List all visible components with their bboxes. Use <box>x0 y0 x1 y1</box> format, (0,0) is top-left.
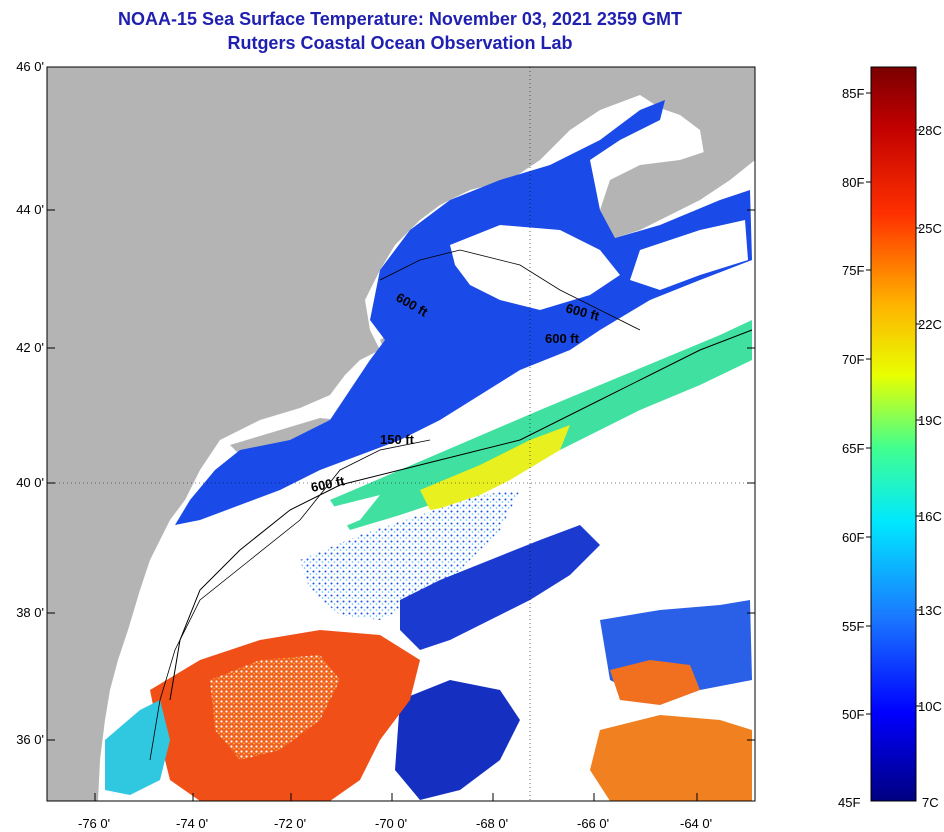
nova-scotia <box>600 135 755 238</box>
cold-water-gulf-of-maine <box>175 100 752 525</box>
lon-tick-66: -66 0' <box>577 816 610 831</box>
cb-f-70: 70F <box>842 352 865 367</box>
cb-c-13: 13C <box>918 603 942 618</box>
lon-tick-74: -74 0' <box>176 816 209 831</box>
warm-patch-east <box>610 660 700 705</box>
contour-gulf <box>379 249 641 331</box>
gulf-stream-speckle <box>210 655 340 760</box>
cloud-patch-gulf <box>450 225 620 310</box>
contour-label-4: 150 ft <box>380 432 415 447</box>
lat-tick-36: 36 0' <box>16 732 44 747</box>
map-frame <box>46 66 756 802</box>
map-title: NOAA-15 Sea Surface Temperature: Novembe… <box>118 9 682 29</box>
lat-tick-42: 42 0' <box>16 340 44 355</box>
lat-tick-38: 38 0' <box>16 605 44 620</box>
warm-front-yellow <box>420 425 570 510</box>
cb-f-65: 65F <box>842 441 865 456</box>
cb-c-16: 16C <box>918 509 942 524</box>
warm-patch-se <box>590 715 752 801</box>
colorbar <box>870 66 917 802</box>
speckled-offshore <box>300 490 520 620</box>
contour-label-3: 600 ft <box>545 331 580 346</box>
contour-150ft <box>149 439 431 761</box>
lon-tick-64: -64 0' <box>680 816 713 831</box>
map-area: 600 ft 600 ft 600 ft 150 ft 600 ft <box>47 67 755 801</box>
cb-f-80: 80F <box>842 175 865 190</box>
map-subtitle: Rutgers Coastal Ocean Observation Lab <box>227 33 573 53</box>
cb-c-28: 28C <box>918 123 942 138</box>
coastal-water <box>105 700 170 795</box>
cloud-band <box>140 495 380 640</box>
cb-f-60: 60F <box>842 530 865 545</box>
shelf-front-band <box>330 320 752 530</box>
cb-c-25: 25C <box>918 221 942 236</box>
cloud-patch-east <box>630 220 748 290</box>
cb-f-75: 75F <box>842 263 865 278</box>
lat-tick-44: 44 0' <box>16 202 44 217</box>
cb-c-10: 10C <box>918 699 942 714</box>
cb-c-7: 7C <box>922 795 939 810</box>
lon-tick-70: -70 0' <box>375 816 408 831</box>
contour-label-5: 600 ft <box>310 473 347 495</box>
cb-c-19: 19C <box>918 413 942 428</box>
cb-f-45: 45F <box>838 795 861 810</box>
long-island <box>230 418 340 455</box>
lon-tick-76: -76 0' <box>78 816 111 831</box>
cb-f-50: 50F <box>842 707 865 722</box>
colorbar-ticks <box>866 92 921 715</box>
cb-c-22: 22C <box>918 317 942 332</box>
cb-f-85: 85F <box>842 86 865 101</box>
lon-tick-68: -68 0' <box>476 816 509 831</box>
lat-tick-46: 46 0' <box>16 59 44 74</box>
axis-ticks <box>47 66 755 801</box>
lat-tick-40: 40 0' <box>16 475 44 490</box>
cb-f-55: 55F <box>842 619 865 634</box>
cold-patch-south <box>395 680 520 800</box>
contour-600ft <box>169 329 753 701</box>
cold-eddy-patch <box>400 525 600 650</box>
lon-tick-72: -72 0' <box>274 816 307 831</box>
land-mass <box>47 67 755 801</box>
